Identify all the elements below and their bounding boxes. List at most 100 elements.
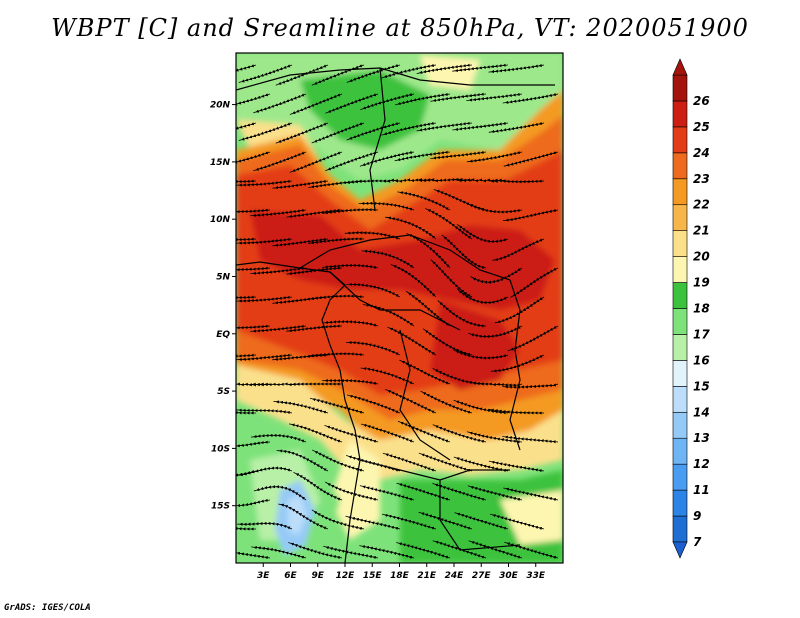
field-south-yellow — [236, 365, 563, 480]
longitude-axis: 3E 6E 9E 12E 15E 18E 21E 24E 27E 30E 33E — [257, 563, 546, 581]
streamline — [488, 121, 545, 134]
colorbar-segment — [672, 437, 688, 465]
colorbar-low-arrow — [672, 541, 688, 559]
lat-tick-label: EQ — [216, 330, 230, 340]
streamline — [502, 208, 559, 222]
lon-tick-label: 21E — [417, 571, 437, 581]
lat-tick-label: 20N — [210, 101, 231, 111]
lon-tick-label: 27E — [472, 571, 492, 581]
streamline — [507, 325, 559, 352]
colorbar-segment — [672, 126, 688, 154]
colorbar-label: 22 — [693, 198, 710, 212]
colorbar-label: 17 — [693, 327, 710, 341]
streamline — [492, 238, 545, 261]
streamline — [346, 282, 401, 298]
colorbar-label: 14 — [693, 405, 710, 419]
streamline — [503, 487, 559, 502]
colorbar-segment — [672, 308, 688, 335]
colorbar-high-arrow — [672, 58, 688, 76]
colorbar-segment — [672, 489, 688, 517]
colorbar-segment — [672, 360, 688, 387]
lon-tick-label: 12E — [336, 571, 356, 581]
lat-tick-label: 5S — [217, 387, 230, 397]
streamline — [488, 63, 545, 74]
streamline — [441, 234, 487, 270]
border-south-2 — [439, 480, 521, 551]
streamline — [494, 296, 545, 324]
colorbar-segment — [672, 463, 688, 491]
colorbar-label: 19 — [693, 276, 710, 290]
streamline — [406, 233, 451, 269]
streamline — [488, 178, 545, 184]
lat-tick-label: 15N — [210, 158, 231, 168]
border-east-1 — [509, 279, 521, 451]
streamline — [361, 249, 415, 269]
wbpt-field — [236, 53, 563, 563]
lon-tick-label: 18E — [390, 571, 410, 581]
colorbar-segment — [672, 282, 688, 309]
grads-credit: GrADS: IGES/COLA — [4, 603, 91, 613]
colorbar-label: 13 — [693, 431, 710, 445]
streamline — [502, 435, 559, 444]
streamline — [503, 151, 559, 167]
streamline — [502, 92, 559, 104]
streamline — [236, 440, 271, 448]
border-north-1 — [236, 67, 471, 91]
streamline — [390, 264, 437, 298]
lat-tick-label: 10N — [210, 215, 231, 225]
streamlines — [236, 63, 559, 560]
border-central-3 — [399, 329, 451, 461]
lon-tick-label: 30E — [499, 571, 519, 581]
lon-tick-label: 3E — [257, 571, 270, 581]
colorbar-segment — [672, 204, 688, 231]
lon-tick-label: 15E — [363, 571, 383, 581]
streamline — [502, 383, 559, 389]
map-title: WBPT [C] and Sreamline at 850hPa, VT: 20… — [51, 14, 749, 42]
lon-tick-label: 6E — [284, 571, 297, 581]
colorbar-segment — [672, 256, 688, 283]
streamline — [510, 267, 559, 298]
lon-tick-label: 9E — [312, 571, 325, 581]
colorbar-label: 25 — [693, 120, 710, 134]
lat-tick-label: 15S — [211, 502, 230, 512]
border-central-2 — [329, 271, 461, 331]
colorbar-segment — [672, 152, 688, 180]
latitude-axis: 20N 15N 10N 5N EQ 5S 10S 15S — [210, 101, 236, 512]
lat-tick-label: 10S — [211, 444, 230, 454]
coastline — [236, 261, 361, 563]
streamline — [504, 541, 559, 559]
colorbar-segment — [672, 411, 688, 439]
colorbar-label: 26 — [693, 94, 710, 108]
streamline — [489, 513, 545, 530]
colorbar-segment — [672, 230, 688, 257]
colorbar-segment — [672, 74, 688, 102]
colorbar-label: 15 — [693, 379, 710, 393]
colorbar-label: 21 — [693, 224, 710, 238]
colorbar-label: 16 — [693, 353, 710, 367]
colorbar-label: 9 — [693, 509, 701, 523]
country-boundaries — [236, 67, 555, 563]
border-north-2 — [369, 67, 386, 211]
streamline — [437, 300, 487, 328]
colorbar-label: 7 — [693, 535, 702, 549]
colorbar-label: 18 — [693, 302, 710, 316]
lon-tick-label: 33E — [526, 571, 546, 581]
colorbar-segment — [672, 100, 688, 128]
colorbar-label: 23 — [693, 172, 710, 186]
colorbar-segment — [672, 178, 688, 206]
streamline — [488, 460, 545, 473]
colorbar-label: 12 — [693, 457, 710, 471]
colorbar-label: 24 — [693, 146, 710, 160]
colorbar-segment — [672, 334, 688, 361]
border-central-1 — [299, 234, 511, 281]
colorbar-segment — [672, 515, 688, 543]
streamline — [236, 498, 271, 508]
colorbar-segment — [672, 386, 688, 413]
colorbar: 7 9 11 12 13 14 15 16 17 18 19 20 21 22 23 24 25 26 — [672, 58, 710, 559]
streamline — [488, 408, 544, 415]
lon-tick-label: 24E — [445, 571, 465, 581]
lat-tick-label: 5N — [216, 272, 230, 282]
colorbar-label: 11 — [693, 483, 710, 497]
colorbar-label: 20 — [693, 250, 710, 264]
